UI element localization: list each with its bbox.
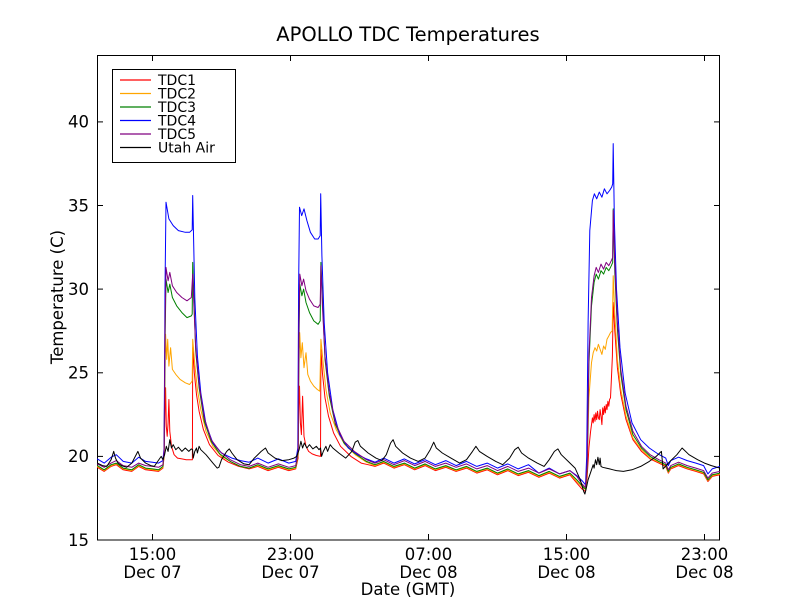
chart-title: APOLLO TDC Temperatures — [276, 23, 539, 46]
plot-frame — [97, 55, 720, 541]
series-line-tdc1 — [97, 302, 720, 492]
x-tick-time: 23:00 — [681, 545, 729, 564]
x-tick-time: 23:00 — [267, 545, 315, 564]
y-tick-label: 20 — [68, 447, 89, 466]
y-tick-label: 35 — [68, 196, 89, 215]
y-tick-labels: 15 20 25 30 35 40 — [68, 113, 89, 550]
x-tick-date: Dec 08 — [399, 563, 457, 582]
y-tick-label: 25 — [68, 364, 89, 383]
data-series — [97, 143, 720, 495]
series-line-tdc4 — [97, 143, 720, 486]
x-tick-date: Dec 07 — [123, 563, 181, 582]
legend-label-tdc2: TDC2 — [157, 86, 196, 102]
x-axis-label: Date (GMT) — [361, 580, 456, 599]
y-axis-label: Temperature (C) — [48, 230, 67, 365]
legend-box — [112, 69, 236, 163]
legend-label-tdc4: TDC4 — [157, 113, 196, 129]
series-line-tdc2 — [97, 275, 720, 491]
y-tick-label: 40 — [68, 113, 89, 132]
legend-label-tdc5: TDC5 — [157, 127, 196, 143]
x-tick-date: Dec 08 — [537, 563, 595, 582]
x-tick-time: 07:00 — [405, 545, 453, 564]
y-tick-label: 15 — [68, 531, 89, 550]
series-line-tdc3 — [97, 208, 720, 490]
series-line-tdc5 — [97, 210, 720, 488]
legend-label-tdc1: TDC1 — [157, 73, 196, 89]
x-tick-time: 15:00 — [543, 545, 591, 564]
x-tick-time: 15:00 — [129, 545, 177, 564]
legend-label-tdc3: TDC3 — [157, 100, 196, 116]
y-tick-label: 30 — [68, 280, 89, 299]
x-tick-date: Dec 07 — [261, 563, 319, 582]
axis-ticks — [97, 55, 720, 541]
series-line-utah-air — [97, 439, 720, 495]
x-tick-date: Dec 08 — [675, 563, 733, 582]
legend-label-utah-air: Utah Air — [158, 140, 215, 156]
